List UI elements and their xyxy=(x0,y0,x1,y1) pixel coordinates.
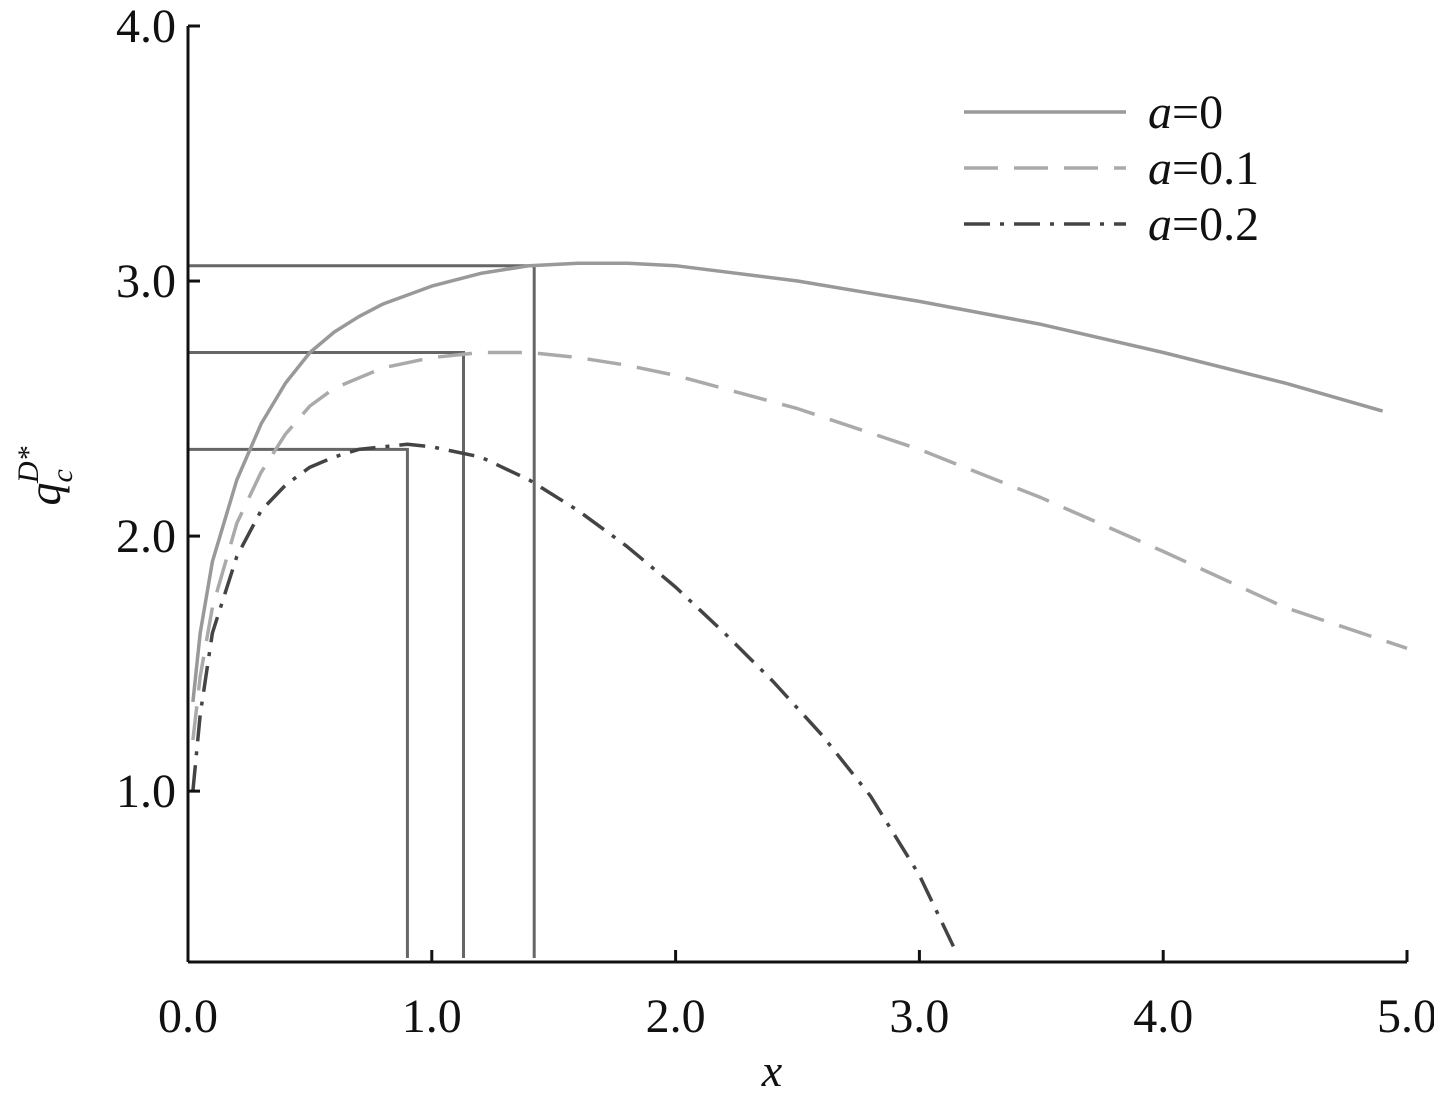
x-ticks: 0.0 1.0 2.0 3.0 4.0 5.0 xyxy=(158,950,1434,1043)
legend-label-value: =0.2 xyxy=(1172,198,1259,251)
y-axis-title-base: q xyxy=(19,483,70,506)
y-tick-label: 4.0 xyxy=(116,0,176,53)
x-tick-label: 3.0 xyxy=(889,990,949,1043)
series-line xyxy=(191,261,1384,703)
reference-line xyxy=(188,264,536,958)
y-tick-label: 2.0 xyxy=(116,510,176,563)
x-tick-label: 5.0 xyxy=(1377,990,1434,1043)
series-lines xyxy=(191,261,1408,953)
reference-line xyxy=(188,350,465,958)
series-line xyxy=(191,350,1408,741)
x-axis-title: x xyxy=(761,1045,783,1096)
legend-label-var: a xyxy=(1148,86,1172,139)
y-tick-label: 3.0 xyxy=(116,255,176,308)
legend: a=0a=0.1a=0.2 xyxy=(964,86,1259,251)
x-tick-label: 1.0 xyxy=(402,990,462,1043)
x-tick-label: 4.0 xyxy=(1133,990,1193,1043)
legend-label-var: a xyxy=(1148,142,1172,195)
legend-label: a=0.1 xyxy=(1148,142,1259,195)
y-tick-label: 1.0 xyxy=(116,765,176,818)
y-axis-title-sub: c xyxy=(46,469,79,482)
legend-label-value: =0 xyxy=(1172,86,1223,139)
x-tick-label: 0.0 xyxy=(158,990,218,1043)
reference-line xyxy=(188,447,409,958)
y-axis-title-sup: D* xyxy=(12,447,45,485)
x-tick-label: 2.0 xyxy=(646,990,706,1043)
legend-label: a=0 xyxy=(1148,86,1223,139)
reference-lines xyxy=(188,264,536,958)
y-ticks: 1.0 2.0 3.0 4.0 xyxy=(116,0,200,818)
legend-label-var: a xyxy=(1148,198,1172,251)
legend-label: a=0.2 xyxy=(1148,198,1259,251)
series-line xyxy=(191,442,958,953)
y-axis-title: qcD* xyxy=(12,447,79,506)
axes xyxy=(186,26,1407,964)
legend-label-value: =0.1 xyxy=(1172,142,1259,195)
